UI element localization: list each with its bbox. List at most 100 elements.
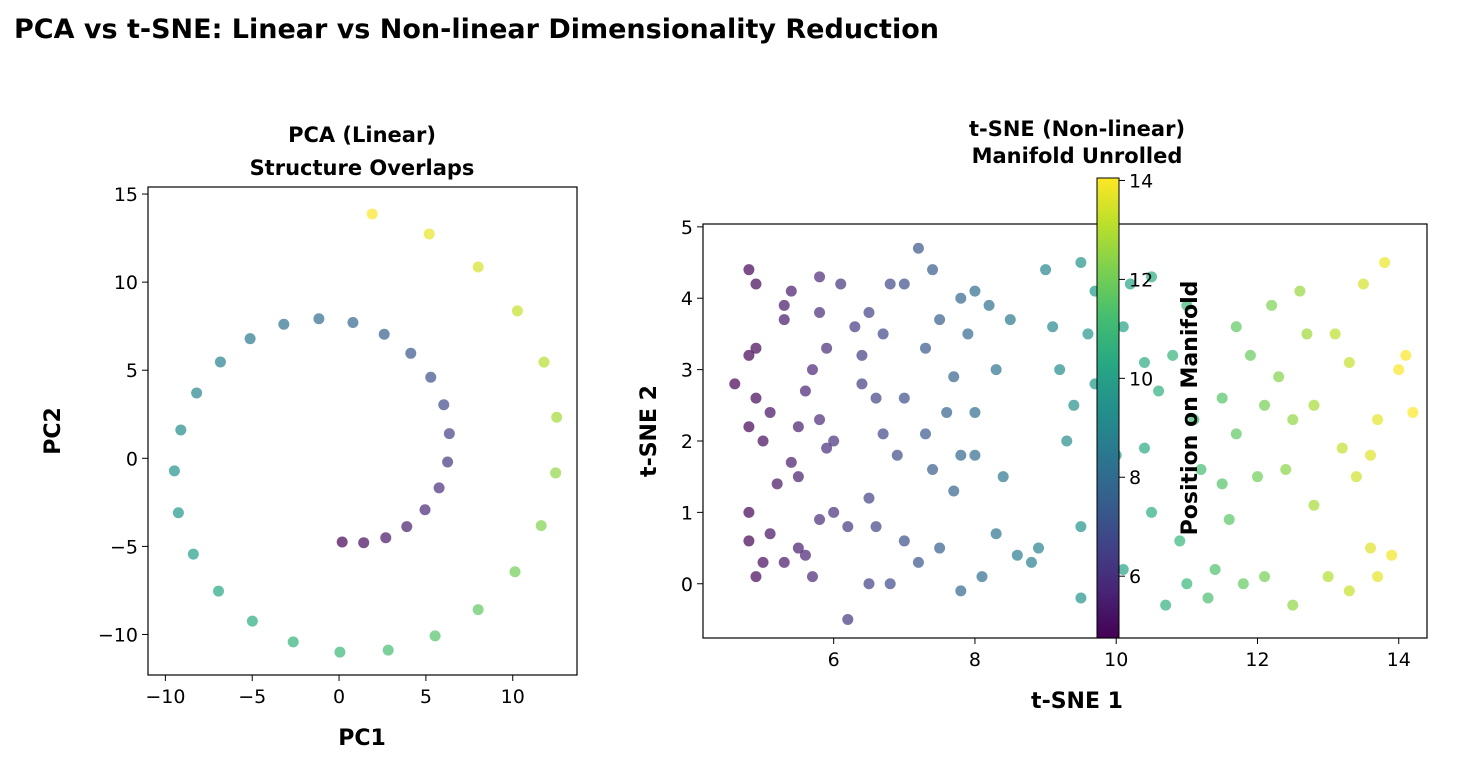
- tsne-point: [919, 428, 931, 440]
- tsne-point: [1308, 499, 1320, 511]
- pca-point: [511, 305, 523, 317]
- tsne-point: [1372, 414, 1384, 426]
- tsne-ytick-label: 3: [681, 360, 693, 382]
- pca-xtick-label: 5: [420, 686, 432, 708]
- tsne-xlabel: t-SNE 1: [1031, 689, 1123, 714]
- tsne-point: [948, 485, 960, 497]
- tsne-point: [743, 264, 755, 276]
- tsne-point: [814, 414, 826, 426]
- tsne-point: [778, 299, 790, 311]
- tsne-title-line1: t-SNE (Non-linear): [969, 117, 1185, 141]
- tsne-point: [877, 328, 889, 340]
- tsne-point: [729, 378, 741, 390]
- pca-point: [366, 208, 378, 220]
- tsne-point: [1216, 392, 1228, 404]
- tsne-point: [927, 464, 939, 476]
- tsne-point: [1138, 442, 1150, 454]
- tsne-point: [828, 435, 840, 447]
- pca-point: [380, 532, 392, 544]
- tsne-point: [1223, 514, 1235, 526]
- tsne-point: [1308, 399, 1320, 411]
- tsne-point: [927, 264, 939, 276]
- tsne-point: [912, 556, 924, 568]
- tsne-ylabel: t-SNE 2: [637, 385, 662, 477]
- tsne-point: [898, 278, 910, 290]
- tsne-point: [806, 364, 818, 376]
- tsne-point: [877, 428, 889, 440]
- tsne-point: [750, 278, 762, 290]
- tsne-point: [814, 271, 826, 283]
- tsne-ytick-label: 1: [681, 502, 693, 524]
- tsne-point: [1075, 521, 1087, 533]
- tsne-point: [898, 392, 910, 404]
- tsne-point: [891, 449, 903, 461]
- tsne-point: [1343, 585, 1355, 597]
- pca-point: [313, 313, 325, 325]
- tsne-point: [1117, 563, 1129, 575]
- pca-point: [213, 585, 225, 597]
- tsne-point: [856, 349, 868, 361]
- pca-ytick-label: −5: [110, 536, 138, 558]
- tsne-axes-frame: [702, 223, 1428, 639]
- tsne-point: [849, 321, 861, 333]
- tsne-point: [1329, 328, 1341, 340]
- pca-point: [378, 328, 390, 340]
- tsne-point: [1393, 364, 1405, 376]
- colorbar-gradient: [1096, 177, 1120, 639]
- tsne-point: [863, 492, 875, 504]
- pca-ytick-label: 15: [114, 184, 138, 206]
- tsne-point: [764, 406, 776, 418]
- tsne-point: [1350, 471, 1362, 483]
- pca-point: [438, 399, 450, 411]
- tsne-point: [792, 542, 804, 554]
- colorbar: 6 8 10 12 14 Position on Manifold: [1096, 170, 1203, 639]
- tsne-point: [764, 528, 776, 540]
- pca-point: [175, 424, 187, 436]
- tsne-point: [1054, 364, 1066, 376]
- tsne-point: [1237, 578, 1249, 590]
- tsne-point: [757, 556, 769, 568]
- tsne-point: [785, 456, 797, 468]
- tsne-point: [1202, 592, 1214, 604]
- tsne-point: [1230, 428, 1242, 440]
- tsne-point: [1082, 328, 1094, 340]
- tsne-point: [1273, 371, 1285, 383]
- tsne-point: [1181, 578, 1193, 590]
- tsne-point: [1322, 571, 1334, 583]
- tsne-point: [934, 314, 946, 326]
- tsne-point: [792, 421, 804, 433]
- tsne-ytick-label: 4: [681, 288, 693, 310]
- tsne-ytick-label: 2: [681, 431, 693, 453]
- pca-subplot: PCA (Linear) Structure Overlaps −10 −5 0 5 1…: [41, 123, 578, 751]
- tsne-point: [842, 613, 854, 625]
- tsne-point: [835, 278, 847, 290]
- tsne-point: [1040, 264, 1052, 276]
- tsne-point: [1287, 599, 1299, 611]
- tsne-point: [884, 578, 896, 590]
- tsne-xtick-label: 6: [828, 649, 840, 671]
- pca-point: [168, 465, 180, 477]
- tsne-point: [828, 506, 840, 518]
- tsne-point: [948, 371, 960, 383]
- tsne-point: [1124, 278, 1136, 290]
- tsne-xtick-label: 8: [969, 649, 981, 671]
- tsne-point: [1188, 414, 1200, 426]
- tsne-point: [1068, 399, 1080, 411]
- tsne-point: [743, 349, 755, 361]
- pca-point: [191, 387, 203, 399]
- tsne-point: [1336, 442, 1348, 454]
- tsne-point: [1266, 299, 1278, 311]
- tsne-point: [743, 421, 755, 433]
- colorbar-tick-label: 12: [1129, 269, 1153, 291]
- tsne-points: [729, 242, 1419, 625]
- pca-point: [425, 371, 437, 383]
- tsne-point: [750, 342, 762, 354]
- pca-point: [472, 604, 484, 616]
- tsne-point: [821, 342, 833, 354]
- tsne-point: [1372, 571, 1384, 583]
- pca-axes-frame: [147, 186, 578, 676]
- tsne-point: [1033, 542, 1045, 554]
- tsne-point: [1259, 399, 1271, 411]
